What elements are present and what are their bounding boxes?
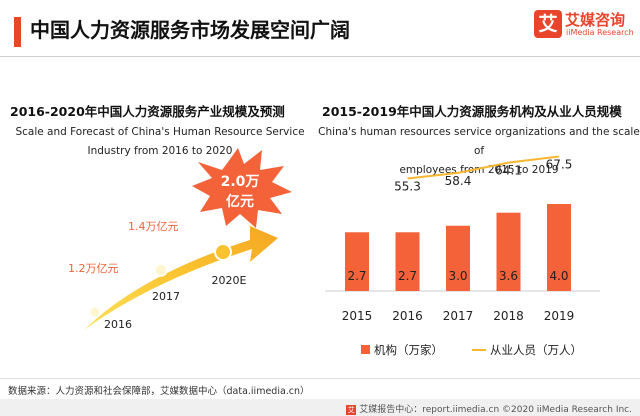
legend-line-label: 从业人员（万人）	[490, 343, 582, 357]
x-tick-2017: 2017	[443, 309, 474, 323]
stage-year-2016: 2016	[104, 318, 132, 331]
bar-2015	[345, 232, 369, 291]
stage-marker-2016	[89, 306, 101, 318]
header-divider	[0, 56, 640, 57]
x-tick-2018: 2018	[493, 309, 524, 323]
x-tick-2016: 2016	[392, 309, 423, 323]
right-subtitle-line2: employees from 2015 to 2019	[399, 164, 559, 176]
bar-2017	[446, 225, 470, 291]
stage-year-2020e: 2020E	[212, 274, 247, 287]
bar-2018	[496, 212, 521, 291]
left-subtitle-line2: Industry from 2016 to 2020	[87, 145, 233, 157]
footer-copyright: 艾艾媒报告中心：report.iimedia.cn ©2020 iiMedia …	[346, 402, 632, 415]
line-label-2019: 67.5	[546, 157, 573, 171]
stage-marker-2020e	[214, 243, 232, 261]
left-chart-subtitle: Scale and Forecast of China's Human Reso…	[0, 123, 320, 161]
x-tick-2019: 2019	[544, 309, 575, 323]
line-label-2017: 58.4	[445, 174, 472, 188]
stage-marker-2017	[154, 263, 168, 277]
title-accent-bar	[14, 17, 21, 47]
stage-value-2020e-line2: 亿元	[226, 193, 254, 210]
right-chart-title: 2015-2019年中国人力资源服务机构及从业人员规模	[322, 104, 622, 119]
bar-label-2015: 2.7	[347, 269, 366, 283]
footer-strip	[0, 399, 640, 416]
bar-2019	[547, 204, 571, 291]
stage-value-2020e-line1: 2.0万	[221, 174, 260, 190]
bar-label-2019: 4.0	[549, 269, 568, 283]
footer-divider	[0, 378, 640, 379]
line-label-2016: 55.3	[394, 180, 421, 194]
legend-bar-swatch	[361, 345, 370, 354]
bar-label-2017: 3.0	[448, 269, 467, 283]
stage-year-2017: 2017	[152, 290, 180, 303]
employee-line	[407, 155, 560, 180]
bar-label-2018: 3.6	[499, 269, 518, 283]
footer-logo-icon: 艾	[346, 404, 357, 415]
iimedia-logo-icon: 艾	[534, 10, 562, 38]
legend-bar-label: 机构（万家）	[374, 343, 443, 357]
bar-2016	[395, 232, 420, 291]
x-tick-2015: 2015	[342, 309, 373, 323]
left-chart-title: 2016-2020年中国人力资源服务产业规模及预测	[10, 104, 285, 119]
logo-text-cn: 艾媒咨询	[565, 11, 626, 29]
stage-value-2017: 1.4万亿元	[128, 220, 179, 233]
footer-site-text: 艾媒报告中心：report.iimedia.cn ©2020 iiMedia R…	[359, 405, 632, 415]
right-subtitle-line1: China's human resources service organiza…	[318, 126, 640, 157]
line-label-2018: 64.1	[495, 164, 522, 178]
right-chart-subtitle: China's human resources service organiza…	[318, 123, 640, 180]
page-title: 中国人力资源服务市场发展空间广阔	[30, 18, 350, 42]
bar-label-2016: 2.7	[398, 269, 417, 283]
left-subtitle-line1: Scale and Forecast of China's Human Reso…	[15, 126, 305, 138]
data-source-note: 数据来源：人力资源和社会保障部，艾媒数据中心（data.iimedia.cn）	[8, 386, 310, 397]
logo-text-en: iiMedia Research	[566, 28, 634, 37]
stage-value-2016: 1.2万亿元	[68, 262, 119, 275]
starburst-shape	[192, 148, 292, 228]
